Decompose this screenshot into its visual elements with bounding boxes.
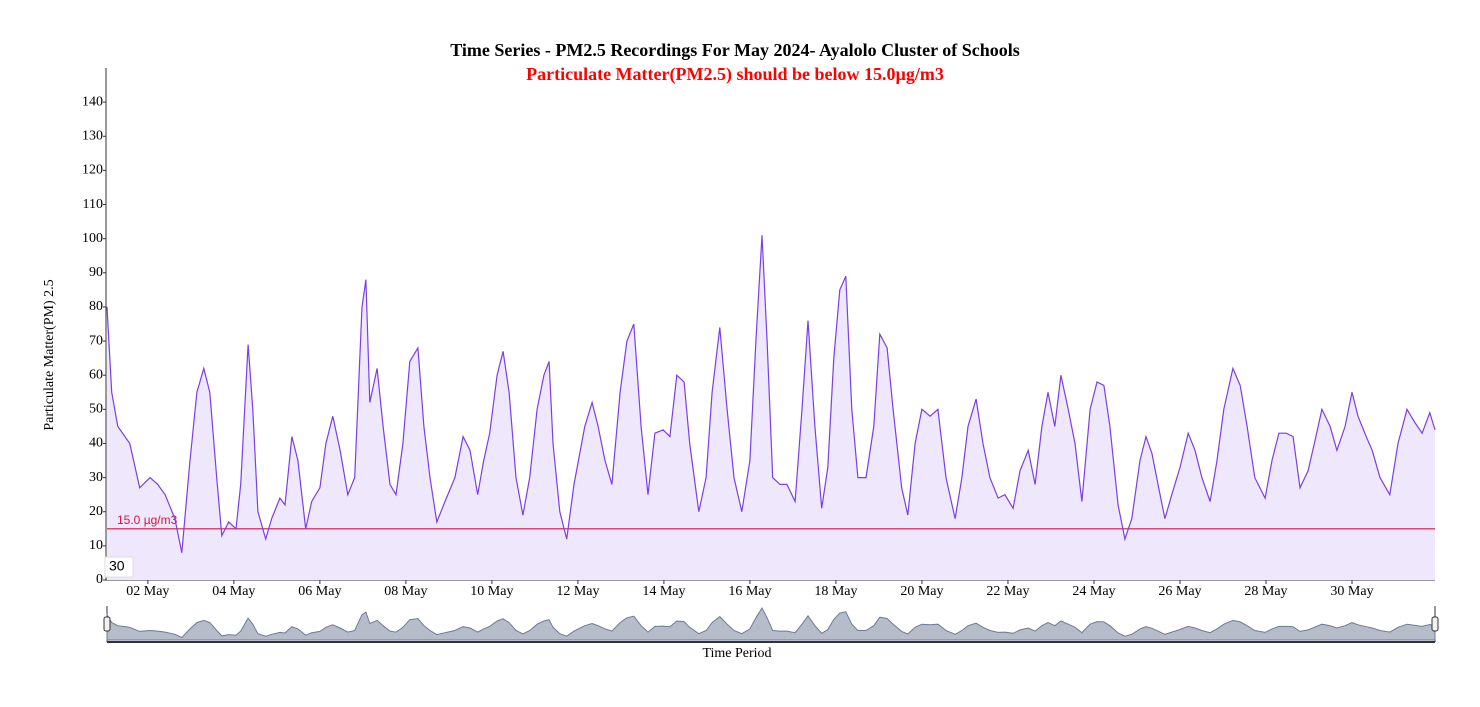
x-tick-label: 22 May — [986, 584, 1029, 599]
y-tick-label: 110 — [83, 197, 103, 212]
y-tick-label: 50 — [89, 402, 103, 417]
x-tick-label: 12 May — [556, 584, 599, 599]
navigator-handle[interactable] — [1431, 616, 1439, 632]
y-tick-label: 70 — [89, 333, 103, 348]
y-tick-label: 90 — [89, 265, 103, 280]
x-tick-label: 16 May — [728, 584, 771, 599]
x-tick-label: 06 May — [298, 584, 341, 599]
area-fill — [107, 235, 1435, 581]
threshold-label: 15.0 µg/m3 — [117, 513, 178, 527]
y-tick-label: 30 — [89, 470, 103, 485]
x-tick-label: 04 May — [212, 584, 255, 599]
x-tick-label: 28 May — [1244, 584, 1287, 599]
y-tick-label: 20 — [89, 504, 103, 519]
y-tick-label: 140 — [82, 94, 103, 109]
x-axis-label: Time Period — [702, 646, 771, 661]
x-tick-label: 02 May — [126, 584, 169, 599]
x-tick-label: 30 May — [1330, 584, 1373, 599]
y-tick-label: 0 — [96, 572, 103, 587]
x-tick-label: 26 May — [1158, 584, 1201, 599]
y-tick-label: 40 — [89, 436, 103, 451]
y-tick-label: 80 — [89, 299, 103, 314]
x-tick-label: 14 May — [642, 584, 685, 599]
y-tick-label: 120 — [82, 163, 103, 178]
navigator-area — [106, 606, 1436, 641]
x-tick-label: 24 May — [1072, 584, 1115, 599]
y-tick-label: 130 — [82, 128, 103, 143]
series-line — [106, 235, 1436, 553]
x-tick-label: 20 May — [900, 584, 943, 599]
y-tick-label: 100 — [82, 231, 103, 246]
chart-title: Time Series - PM2.5 Recordings For May 2… — [450, 40, 1020, 60]
y-axis-label: Particulate Matter(PM) 2.5 — [42, 279, 57, 430]
x-tick-label: 18 May — [814, 584, 857, 599]
zoom-label: 30 — [109, 558, 125, 574]
navigator-handle[interactable] — [103, 616, 111, 632]
zoom-box — [104, 556, 134, 578]
chart-subtitle: Particulate Matter(PM2.5) should be belo… — [526, 64, 944, 85]
y-tick-label: 10 — [89, 538, 103, 553]
x-tick-label: 08 May — [384, 584, 427, 599]
x-tick-label: 10 May — [470, 584, 513, 599]
y-tick-label: 60 — [89, 367, 103, 382]
